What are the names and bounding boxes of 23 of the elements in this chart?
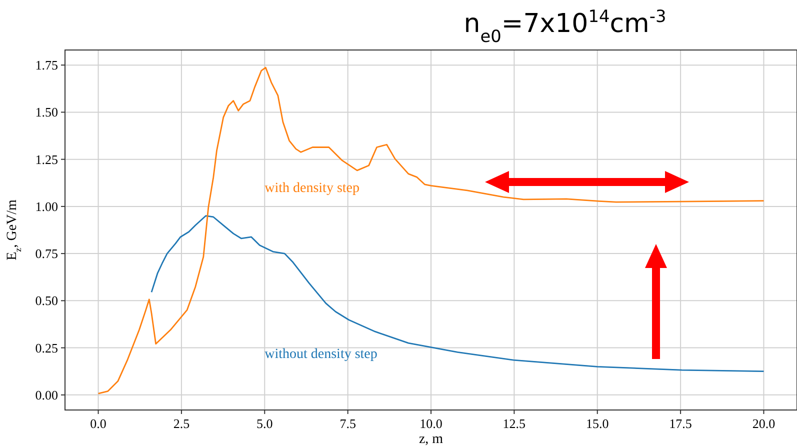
y-tick-label: 1.75 [35,58,58,73]
series-label: with density step [264,181,360,196]
x-tick-label: 20.0 [752,416,776,431]
y-tick-label: 0.00 [35,387,58,402]
chart-title: n$_{e0}$=7x10$^{14}$cm$^{-3}$ [464,6,666,46]
x-tick-label: 2.5 [173,416,190,431]
line-series [98,66,764,394]
x-tick-label: 7.5 [340,416,356,431]
y-tick-label: 1.25 [35,152,58,167]
x-axis-title: z, m [418,432,444,447]
x-tick-label: 17.5 [669,416,692,431]
line-series [150,215,764,372]
y-tick-label: 0.25 [35,340,58,356]
x-tick-label: 10.0 [420,416,442,431]
y-tick-label: 0.50 [35,293,58,308]
x-tick-label: 15.0 [586,416,609,431]
y-tick-label: 0.75 [35,246,58,262]
x-tick-label: 0.0 [90,416,106,431]
x-tick-label: 12.5 [502,416,526,431]
series-label: without density step [264,346,378,362]
x-tick-label: 5.0 [256,416,273,431]
y-tick-label: 1.00 [35,198,58,214]
y-tick-label: 1.50 [35,104,58,120]
